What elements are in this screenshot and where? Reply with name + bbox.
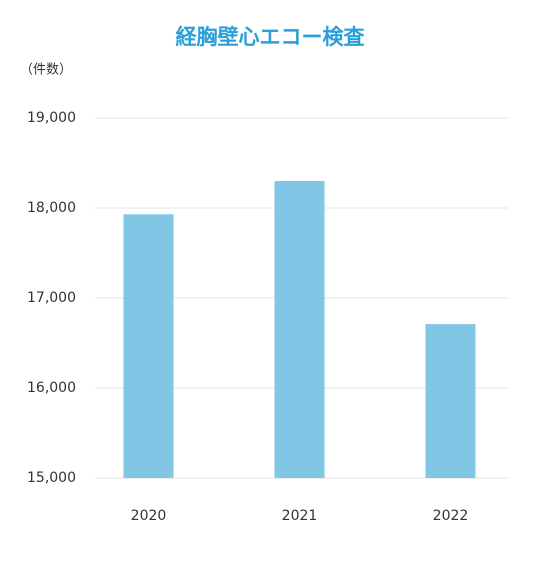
y-tick-label: 15,000 bbox=[27, 470, 76, 486]
x-tick-label: 2022 bbox=[433, 508, 469, 524]
y-tick-label: 19,000 bbox=[27, 110, 76, 126]
bar bbox=[274, 181, 325, 478]
y-tick-label: 18,000 bbox=[27, 200, 76, 216]
bar bbox=[425, 324, 476, 478]
chart-title: 経胸壁心エコー検査 bbox=[176, 25, 365, 49]
y-axis-label: （件数） bbox=[20, 63, 72, 78]
y-tick-label: 17,000 bbox=[27, 290, 76, 306]
y-tick-label: 16,000 bbox=[27, 380, 76, 396]
bar bbox=[123, 214, 174, 479]
x-tick-label: 2021 bbox=[282, 508, 318, 524]
x-tick-label: 2020 bbox=[131, 508, 167, 524]
